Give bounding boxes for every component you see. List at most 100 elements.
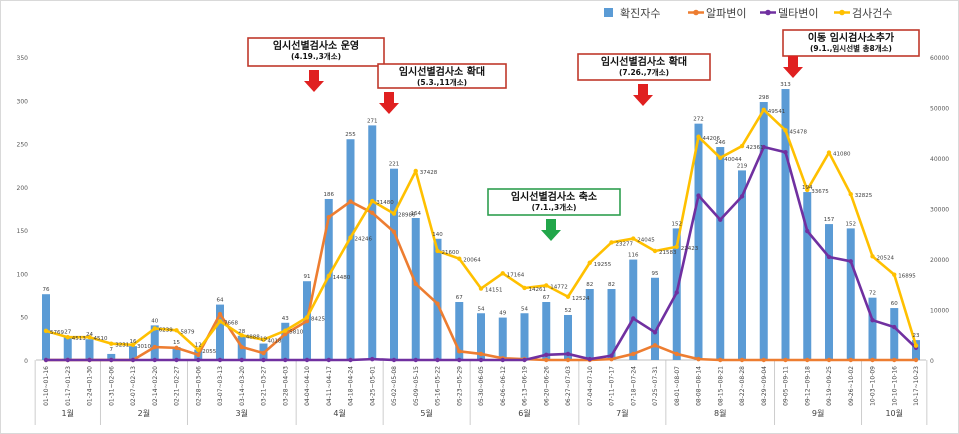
alpha-point — [848, 357, 853, 363]
delta-point — [696, 193, 701, 198]
category-tick: 08-01~08-07 — [674, 366, 681, 406]
tests-data-label: 21600 — [442, 250, 460, 256]
annotation-subtitle: (5.3.,11개소) — [417, 77, 467, 87]
annotation-arrow-icon — [783, 56, 803, 78]
tests-data-label: 28986 — [398, 213, 416, 219]
delta-point — [739, 194, 745, 199]
tests-point — [261, 337, 266, 342]
category-tick: 03-21~03-27 — [261, 366, 268, 406]
bar-data-label: 152 — [846, 221, 857, 227]
delta-point — [652, 330, 658, 335]
legend-label: 알파변이 — [706, 6, 746, 20]
alpha-point — [239, 344, 244, 350]
bar — [890, 308, 899, 360]
annotation-arrow-icon — [304, 70, 324, 92]
tests-data-label: 5879 — [181, 329, 195, 335]
category-tick: 01-24~01-30 — [87, 366, 94, 406]
category-tick: 06-20~06-26 — [543, 366, 550, 406]
alpha-point — [609, 356, 614, 362]
tests-point — [500, 271, 505, 276]
alpha-point — [217, 311, 223, 317]
alpha-point — [478, 351, 484, 357]
alpha-point — [457, 349, 462, 354]
alpha-point — [718, 357, 723, 363]
tests-point — [65, 335, 70, 340]
bar — [738, 170, 746, 360]
tests-point — [217, 319, 223, 324]
category-tick: 04-18~04-24 — [348, 366, 355, 406]
month-label: 2월 — [138, 408, 150, 418]
category-tick: 09-05~09-11 — [783, 366, 790, 406]
tests-data-label: 4510 — [94, 336, 108, 342]
month-label: 9월 — [812, 408, 824, 418]
month-label: 1월 — [62, 408, 74, 418]
tests-data-label: 49541 — [768, 109, 786, 115]
delta-point — [870, 317, 875, 323]
delta-point — [761, 144, 766, 150]
annotation-arrow-icon — [541, 219, 561, 241]
bar-data-label: 91 — [304, 274, 311, 280]
tests-point — [718, 155, 723, 160]
annotation-arrow-icon — [633, 84, 653, 106]
bar — [716, 147, 725, 360]
bar — [150, 325, 159, 360]
category-tick: 05-16~05-22 — [435, 366, 442, 406]
category-tick: 10-10~10-16 — [891, 366, 898, 406]
category-tick: 07-11~07-17 — [609, 366, 616, 406]
bar-data-label: 255 — [345, 132, 356, 138]
bar — [868, 297, 877, 360]
delta-point — [674, 290, 679, 295]
alpha-point — [348, 199, 353, 204]
category-tick: 06-13~06-19 — [522, 366, 529, 406]
tests-data-label: 19255 — [594, 262, 612, 268]
month-label: 8월 — [714, 408, 726, 418]
tests-point — [87, 335, 92, 340]
bar — [346, 139, 355, 360]
alpha-point — [696, 356, 701, 362]
tests-data-label: 22423 — [681, 246, 699, 252]
bar — [433, 238, 442, 360]
alpha-point — [435, 301, 440, 306]
legend-item: 델타변이 — [760, 7, 818, 20]
bar-data-label: 19 — [260, 337, 267, 343]
month-label: 10월 — [885, 408, 903, 418]
category-tick: 03-28~04-03 — [282, 366, 289, 406]
bar — [107, 353, 116, 360]
tests-point — [326, 273, 331, 279]
bar — [803, 192, 812, 360]
right-axis-tick: 60000 — [930, 55, 949, 62]
bar-data-label: 27 — [64, 330, 71, 336]
tests-point — [761, 107, 766, 113]
alpha-point — [565, 357, 571, 363]
tests-point — [696, 134, 701, 139]
bar-data-label: 15 — [173, 340, 180, 346]
bar — [477, 313, 485, 360]
month-label: 4월 — [333, 408, 345, 418]
annotation: 임시선별검사소 운영(4.19.,3개소) — [247, 37, 385, 92]
category-tick: 02-14~02-20 — [152, 366, 159, 406]
bar-data-label: 298 — [759, 95, 770, 101]
annotation-title: 임시선별검사소 축소 — [511, 190, 597, 203]
bar-data-label: 194 — [802, 185, 813, 191]
tests-data-label: 2055 — [202, 349, 216, 355]
tests-data-label: 3231 — [115, 343, 129, 349]
tests-data-label: 41080 — [833, 152, 851, 158]
bar-data-label: 54 — [521, 306, 528, 312]
bar-data-label: 7 — [110, 347, 114, 353]
delta-point — [239, 357, 244, 363]
tests-data-label: 4018 — [268, 339, 282, 345]
bar-data-label: 72 — [869, 291, 876, 297]
tests-point — [522, 285, 527, 291]
delta-point — [478, 357, 484, 363]
month-label: 7월 — [616, 408, 628, 418]
delta-point — [152, 357, 157, 363]
bar — [390, 168, 398, 360]
tests-data-label: 45478 — [790, 129, 808, 135]
category-tick: 08-08~08-14 — [696, 366, 703, 406]
tests-data-label: 4513 — [72, 336, 86, 342]
delta-point — [631, 316, 636, 321]
delta-point — [457, 357, 462, 363]
left-axis-tick: 50 — [20, 315, 28, 322]
category-tick: 05-30~06-05 — [478, 366, 485, 406]
alpha-point — [783, 357, 788, 363]
